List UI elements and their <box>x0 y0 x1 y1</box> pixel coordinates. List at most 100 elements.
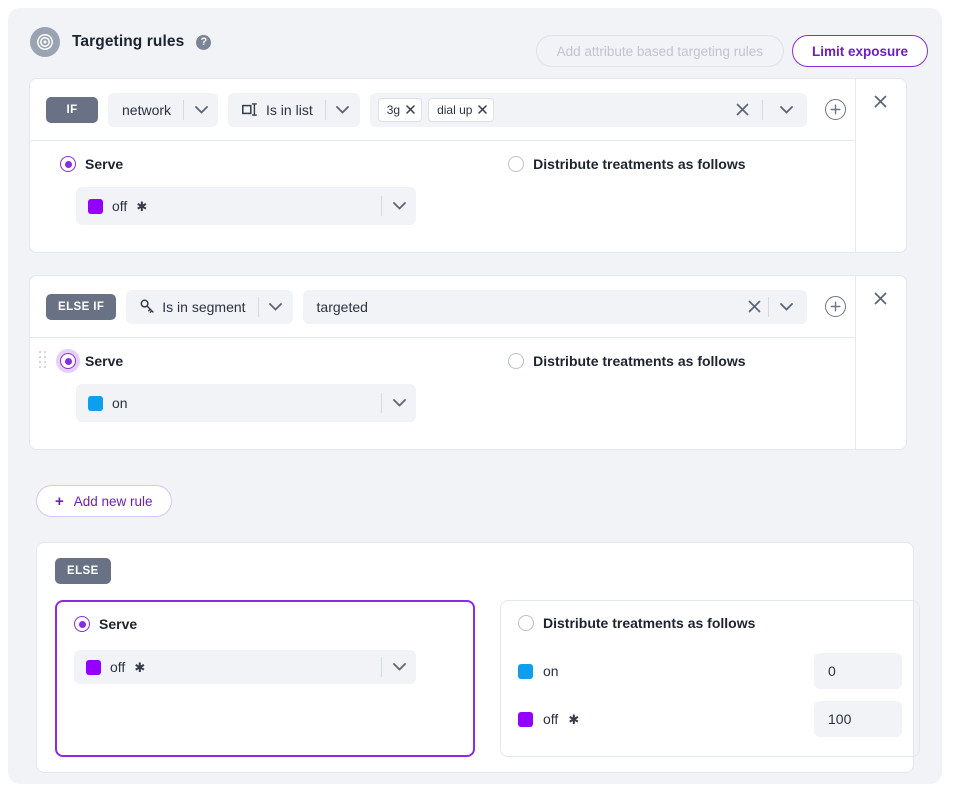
treatment-name: off <box>112 198 128 214</box>
serve-mode-radios: Serve Distribute treatments as follows <box>60 349 856 373</box>
clear-values-icon[interactable] <box>728 103 756 116</box>
clear-value-icon[interactable] <box>740 300 768 313</box>
distribute-label: Distribute treatments as follows <box>533 156 746 172</box>
treatment-color-swatch <box>88 395 103 411</box>
treatment-select-value: on <box>76 395 381 411</box>
page-title: Targeting rules <box>72 33 185 50</box>
radio-distribute[interactable] <box>508 156 525 172</box>
serve-label: Serve <box>85 156 124 172</box>
rule-body: IF network <box>30 79 856 252</box>
drag-handle-icon[interactable] <box>39 351 47 369</box>
rule-card: IF network <box>29 78 907 253</box>
select-divider <box>324 99 326 120</box>
add-attribute-targeting-button[interactable]: Add attribute based targeting rules <box>535 35 784 67</box>
radio-serve[interactable] <box>74 616 90 632</box>
chevron-down-icon[interactable] <box>382 399 416 407</box>
distribution-treatment: on <box>518 663 814 679</box>
header-actions: Add attribute based targeting rules Limi… <box>535 35 928 67</box>
segment-value-field[interactable]: targeted <box>302 289 807 324</box>
condition-row: IF network <box>46 79 856 140</box>
distribute-radio-option[interactable]: Distribute treatments as follows <box>508 353 746 369</box>
default-treatment-icon: ✱ <box>136 198 148 214</box>
serve-block: Serve Distribute treatments as follows o… <box>30 140 856 252</box>
close-icon[interactable] <box>478 105 488 114</box>
serve-mode-radios: Serve Distribute treatments as follows <box>60 152 856 176</box>
serve-radio-option[interactable]: Serve <box>60 353 123 369</box>
select-divider <box>257 296 259 317</box>
distribute-label: Distribute treatments as follows <box>543 615 756 631</box>
else-serve-option-box[interactable]: Serve off ✱ <box>55 600 475 757</box>
distribution-percent-input[interactable]: 0 <box>814 653 902 689</box>
list-icon <box>242 103 259 116</box>
matcher-select-value: Is in list <box>228 102 325 118</box>
remove-rule-column <box>856 276 906 449</box>
treatment-color-swatch <box>86 659 101 675</box>
chevron-down-icon[interactable] <box>769 302 803 311</box>
card-divider <box>855 79 856 252</box>
radio-distribute[interactable] <box>508 353 525 369</box>
treatment-select-value: off ✱ <box>74 659 381 675</box>
treatment-name: on <box>543 663 559 679</box>
add-new-rule-label: Add new rule <box>73 493 153 509</box>
matcher-select[interactable]: Is in segment <box>126 289 293 324</box>
values-chips-field[interactable]: 3g dial up <box>369 92 807 127</box>
chevron-down-icon[interactable] <box>382 202 416 210</box>
condition-row: ELSE IF Is in segment <box>46 276 856 337</box>
select-divider <box>768 296 769 317</box>
radio-serve[interactable] <box>60 353 76 369</box>
treatment-select[interactable]: off ✱ <box>76 187 416 225</box>
treatment-name: off <box>110 659 126 675</box>
distribute-radio-option[interactable]: Distribute treatments as follows <box>508 156 746 172</box>
add-new-rule-button[interactable]: + Add new rule <box>36 485 172 517</box>
plus-circle-icon[interactable] <box>825 99 846 120</box>
matcher-label: Is in segment <box>162 298 246 315</box>
treatment-color-swatch <box>518 711 533 727</box>
else-card: ELSE Serve off ✱ <box>36 542 920 773</box>
radio-serve[interactable] <box>60 156 76 172</box>
section-divider <box>30 140 856 141</box>
rule-card: ELSE IF Is in segment <box>29 275 907 450</box>
panel-header: Targeting rules ? Add attribute based ta… <box>8 8 942 78</box>
distribution-row: off ✱ 100 <box>518 701 902 737</box>
close-icon[interactable] <box>406 105 415 114</box>
select-divider <box>381 196 382 216</box>
plus-circle-icon[interactable] <box>825 296 846 317</box>
select-divider <box>381 657 382 677</box>
limit-exposure-button[interactable]: Limit exposure <box>791 35 928 67</box>
matcher-select[interactable]: Is in list <box>228 92 360 127</box>
distribute-label: Distribute treatments as follows <box>533 353 746 369</box>
close-icon[interactable] <box>874 95 887 108</box>
else-distribute-radio-option[interactable]: Distribute treatments as follows <box>518 615 755 631</box>
chevron-down-icon[interactable] <box>184 105 218 114</box>
serve-label: Serve <box>85 353 124 369</box>
attribute-select-value: network <box>122 101 172 118</box>
target-icon <box>30 27 60 57</box>
value-chip[interactable]: 3g <box>377 97 423 122</box>
rule-body: ELSE IF Is in segment <box>30 276 856 449</box>
question-mark-icon[interactable]: ? <box>196 34 212 50</box>
else-distribute-option-box[interactable]: Distribute treatments as follows on 0 of… <box>500 600 920 757</box>
chevron-down-icon[interactable] <box>326 105 360 114</box>
close-icon[interactable] <box>874 292 887 305</box>
value-chip-label: dial up <box>437 102 473 117</box>
attribute-select[interactable]: network <box>108 92 219 127</box>
distribution-percent-input[interactable]: 100 <box>814 701 902 737</box>
treatment-name: off <box>543 711 559 727</box>
else-serve-radio-option[interactable]: Serve <box>74 616 137 632</box>
chevron-down-icon[interactable] <box>382 663 416 671</box>
treatment-select-value: off ✱ <box>76 198 381 214</box>
radio-distribute[interactable] <box>518 615 534 631</box>
default-treatment-icon: ✱ <box>134 659 146 675</box>
treatment-select[interactable]: on <box>76 384 416 422</box>
treatment-select[interactable]: off ✱ <box>74 650 416 684</box>
chevron-down-icon[interactable] <box>259 302 293 311</box>
distribution-treatment: off ✱ <box>518 711 814 727</box>
serve-radio-option[interactable]: Serve <box>60 156 123 172</box>
section-divider <box>30 337 856 338</box>
matcher-select-value: Is in segment <box>126 299 257 315</box>
chevron-down-icon[interactable] <box>769 105 803 114</box>
distribution-row: on 0 <box>518 653 902 689</box>
value-chip[interactable]: dial up <box>428 97 495 122</box>
serve-label: Serve <box>99 616 138 632</box>
